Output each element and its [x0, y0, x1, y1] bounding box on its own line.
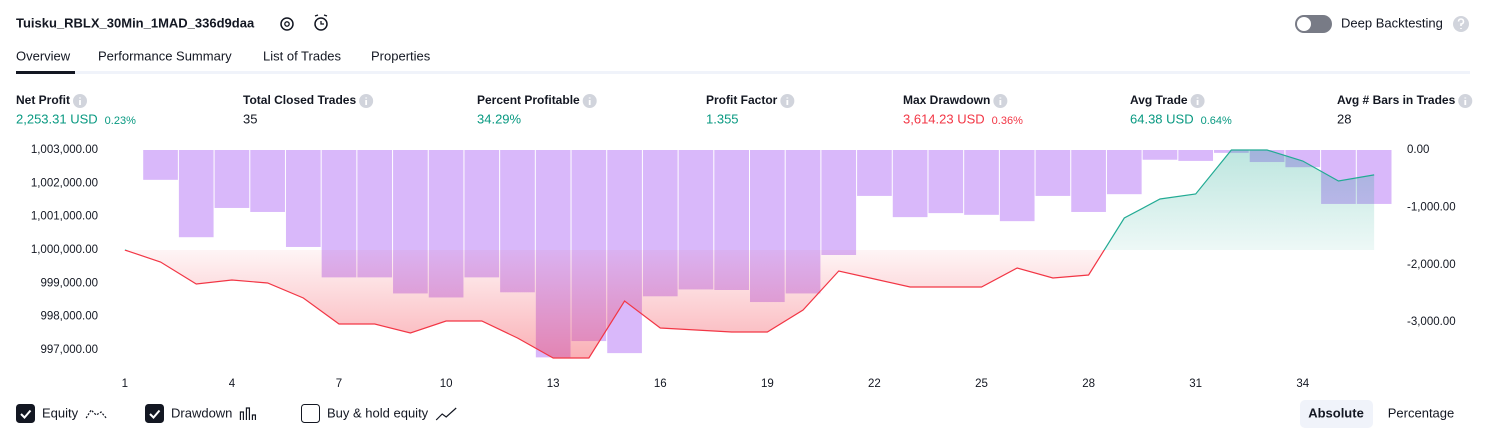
metric-value: 35 — [243, 111, 257, 126]
tab[interactable]: List of Trades — [263, 48, 342, 63]
legend-label[interactable]: Drawdown — [171, 405, 232, 420]
y-tick-label: 999,000.00 — [40, 277, 98, 289]
metric-value: 3,614.23 USD — [903, 111, 985, 126]
absolute-button[interactable]: Absolute — [1308, 405, 1364, 420]
tab-separator — [16, 71, 1470, 74]
deep-backtesting-toggle[interactable] — [1295, 15, 1332, 33]
x-tick-label: 4 — [229, 378, 236, 390]
tab[interactable]: Performance Summary — [98, 48, 232, 63]
info-icon[interactable] — [73, 94, 87, 108]
metric-percent: 0.64% — [1201, 115, 1232, 127]
info-icon[interactable] — [582, 94, 597, 108]
percentage-button[interactable]: Percentage — [1388, 405, 1455, 420]
x-tick-label: 19 — [761, 378, 774, 390]
info-icon[interactable] — [993, 94, 1008, 108]
alert-icon[interactable] — [314, 14, 328, 31]
metric-value: 1.355 — [706, 111, 739, 126]
toggle-label: Deep Backtesting — [1341, 15, 1443, 30]
y-tick-label: 1,002,000.00 — [31, 177, 98, 189]
drawdown-bar — [1071, 150, 1106, 212]
drawdown-bar — [1106, 150, 1142, 195]
y-tick-label: 1,000,000.00 — [31, 244, 98, 256]
metric-label: Max Drawdown — [903, 93, 990, 107]
metric-percent: 0.23% — [105, 115, 136, 127]
drawdown-bar — [892, 150, 928, 218]
x-tick-label: 25 — [975, 378, 988, 390]
drawdown-bar — [964, 150, 999, 215]
metric-value: 64.38 USD — [1130, 111, 1194, 126]
drawdown-bar — [1178, 150, 1214, 161]
legend-icon — [435, 407, 457, 421]
y2-tick-label: -2,000.00 — [1407, 259, 1456, 271]
legend-label[interactable]: Buy & hold equity — [327, 405, 429, 420]
y2-tick-label: -3,000.00 — [1407, 316, 1456, 328]
x-tick-label: 13 — [547, 378, 560, 390]
legend-icon — [85, 409, 107, 419]
equity-line — [124, 149, 1375, 359]
y-tick-label: 998,000.00 — [40, 311, 98, 323]
metric-label: Net Profit — [16, 93, 70, 107]
legend-checkbox[interactable] — [145, 404, 164, 423]
x-tick-label: 34 — [1296, 378, 1309, 390]
metric-value: 28 — [1337, 111, 1351, 126]
legend-icon — [239, 407, 257, 420]
metric-value: 34.29% — [477, 111, 522, 126]
legend-label[interactable]: Equity — [42, 405, 79, 420]
info-icon[interactable] — [1458, 94, 1473, 108]
x-tick-label: 7 — [336, 378, 342, 390]
drawdown-bar — [250, 150, 285, 212]
y-tick-label: 997,000.00 — [40, 344, 98, 356]
metric-percent: 0.36% — [992, 115, 1023, 127]
info-icon[interactable] — [359, 94, 374, 108]
drawdown-bar — [928, 150, 964, 214]
settings-icon[interactable] — [280, 17, 294, 31]
y-tick-label: 1,003,000.00 — [31, 144, 98, 156]
drawdown-bar — [178, 150, 214, 238]
x-tick-label: 28 — [1082, 378, 1095, 390]
info-icon[interactable] — [1190, 94, 1205, 108]
x-tick-label: 16 — [654, 378, 667, 390]
x-tick-label: 22 — [868, 378, 881, 390]
checkmark — [149, 409, 161, 419]
equity-area — [124, 150, 1375, 358]
legend-checkbox[interactable] — [301, 404, 320, 423]
drawdown-bar — [285, 150, 321, 247]
metric-label: Avg Trade — [1130, 93, 1188, 107]
legend-checkbox[interactable] — [16, 404, 35, 423]
y-tick-label: 1,001,000.00 — [31, 211, 98, 223]
drawdown-bar — [999, 150, 1035, 222]
metric-label: Profit Factor — [706, 93, 778, 107]
checkmark — [20, 409, 32, 419]
metric-label: Avg # Bars in Trades — [1337, 93, 1456, 107]
drawdown-bar — [143, 150, 178, 180]
metric-label: Total Closed Trades — [243, 93, 356, 107]
tab[interactable]: Properties — [371, 48, 431, 63]
drawdown-bar — [1035, 150, 1071, 196]
drawdown-bar — [1142, 150, 1178, 160]
drawdown-bar — [821, 150, 857, 255]
x-tick-label: 1 — [122, 378, 128, 390]
x-tick-label: 31 — [1189, 378, 1202, 390]
active-tab-underline — [16, 71, 75, 74]
drawdown-bar — [214, 150, 250, 208]
drawdown-bar — [857, 150, 892, 196]
help-icon[interactable] — [1453, 16, 1469, 32]
x-tick-label: 10 — [440, 378, 453, 390]
strategy-title: Tuisku_RBLX_30Min_1MAD_336d9daa — [16, 15, 255, 30]
metric-label: Percent Profitable — [477, 93, 580, 107]
y2-tick-label: -1,000.00 — [1407, 201, 1456, 213]
absolute-button-bg[interactable] — [1300, 400, 1373, 428]
info-icon[interactable] — [780, 94, 795, 108]
metric-value: 2,253.31 USD — [16, 111, 98, 126]
tab[interactable]: Overview — [16, 48, 71, 63]
y2-tick-label: 0.00 — [1407, 144, 1429, 156]
